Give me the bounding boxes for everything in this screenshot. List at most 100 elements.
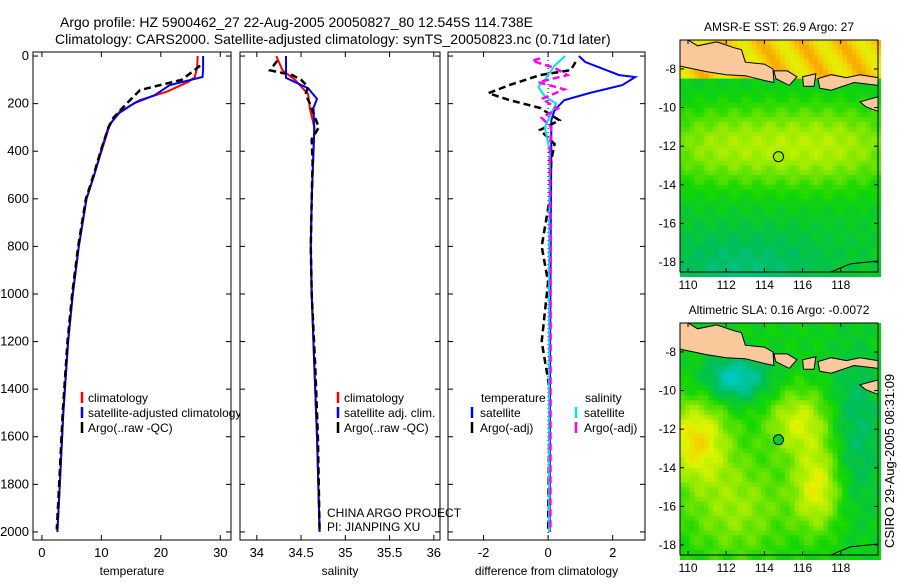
map-cell xyxy=(689,189,695,195)
map-cell xyxy=(756,136,762,142)
map-cell xyxy=(680,141,686,147)
map-cell xyxy=(699,380,705,387)
map-cell xyxy=(761,525,767,532)
map-cell xyxy=(684,448,691,454)
map-cell xyxy=(765,385,772,392)
map-cell xyxy=(770,511,777,517)
map-cell xyxy=(823,194,829,200)
map-cell xyxy=(832,189,839,195)
map-cell xyxy=(737,443,743,449)
map-cell xyxy=(708,361,714,367)
map-cell xyxy=(780,366,786,372)
map-cell xyxy=(799,59,805,65)
map-cell xyxy=(813,438,820,445)
map-cell xyxy=(742,136,748,142)
map-cell xyxy=(785,49,791,56)
map-cell xyxy=(723,535,729,541)
map-cell xyxy=(804,40,810,46)
map-cell xyxy=(823,146,829,152)
map-cell xyxy=(718,356,724,363)
map-cell xyxy=(689,204,695,210)
map-cell xyxy=(804,252,810,258)
map-cell xyxy=(775,204,781,210)
map-cell xyxy=(703,400,710,406)
map-cell xyxy=(761,218,767,224)
map-cell xyxy=(680,208,686,215)
map-cell xyxy=(699,520,705,527)
map-cell xyxy=(870,501,877,507)
map-cell xyxy=(765,366,772,372)
map-cell xyxy=(737,117,743,123)
map-cell xyxy=(708,237,714,244)
map-cell xyxy=(823,223,829,229)
map-cell xyxy=(837,458,843,464)
map-cell xyxy=(703,141,710,147)
map-cell xyxy=(699,160,705,166)
map-cell xyxy=(789,208,796,215)
map-cell xyxy=(785,327,791,334)
map-cell xyxy=(804,165,810,171)
map-cell xyxy=(775,337,781,343)
map-cell xyxy=(851,414,858,421)
map-cell xyxy=(723,262,729,268)
map-cell xyxy=(718,395,724,401)
map-cell xyxy=(756,184,762,191)
map-cell xyxy=(794,141,800,147)
map-cell xyxy=(746,131,753,138)
map-cell xyxy=(742,194,748,200)
map-cell xyxy=(832,122,839,128)
map-cell xyxy=(742,233,748,239)
map-cell xyxy=(732,102,738,109)
map-cell xyxy=(732,194,738,200)
map-cell xyxy=(842,462,848,469)
map-cell xyxy=(823,122,829,128)
map-cell xyxy=(856,380,862,387)
map-cell xyxy=(799,237,805,244)
map-cell xyxy=(851,385,858,392)
map-cell xyxy=(746,213,753,220)
map-cell xyxy=(799,380,805,387)
map-cell xyxy=(789,376,796,382)
map-cell xyxy=(828,88,834,94)
map-cell xyxy=(823,347,829,353)
y-tick-label: 1200 xyxy=(0,334,29,349)
map-cell xyxy=(751,223,757,229)
map-cell xyxy=(761,117,767,123)
map-cell xyxy=(765,327,772,334)
map-cell xyxy=(808,472,815,478)
map-cell xyxy=(799,332,805,339)
map-cell xyxy=(785,347,791,353)
map-cell xyxy=(837,126,843,133)
map-cell xyxy=(866,376,872,382)
map-cell xyxy=(713,458,719,464)
map-cell xyxy=(837,131,843,138)
map-cell xyxy=(804,395,810,401)
map-cell xyxy=(775,482,781,488)
map-cell xyxy=(808,506,815,512)
map-cell xyxy=(718,78,724,84)
map-cell xyxy=(718,218,724,224)
map-cell xyxy=(775,332,781,339)
map-cell xyxy=(823,467,829,474)
map-cell xyxy=(856,327,862,334)
map-cell xyxy=(756,491,762,498)
map-cell xyxy=(832,44,839,51)
map-cell xyxy=(765,44,772,51)
map-cell xyxy=(789,102,796,109)
map-cell xyxy=(851,83,858,89)
map-cell xyxy=(851,257,858,263)
map-cell xyxy=(703,448,710,454)
map-cell xyxy=(684,438,691,445)
map-cell xyxy=(813,204,820,210)
map-cell xyxy=(699,88,705,94)
map-cell xyxy=(794,434,800,440)
map-cell xyxy=(723,520,729,527)
map-cell xyxy=(785,482,791,488)
map-cell xyxy=(727,361,734,367)
map-cell xyxy=(732,516,738,522)
map-cell xyxy=(789,107,796,113)
map-cell xyxy=(680,467,686,474)
map-cell xyxy=(680,443,686,449)
map-cell xyxy=(813,218,820,224)
map-cell xyxy=(823,332,829,339)
